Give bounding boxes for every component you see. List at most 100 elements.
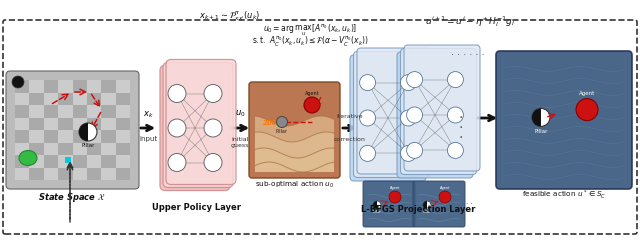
FancyBboxPatch shape (357, 48, 433, 174)
Bar (15, 118, 29, 130)
Text: feasible action $u^* \in S_C$: feasible action $u^* \in S_C$ (522, 189, 606, 201)
Bar (72, 92, 87, 105)
Bar (15, 155, 29, 168)
Bar (87, 80, 101, 92)
FancyBboxPatch shape (404, 45, 480, 171)
FancyBboxPatch shape (249, 82, 340, 178)
Bar (15, 143, 29, 155)
Text: Pillar: Pillar (372, 210, 381, 214)
Bar (15, 130, 29, 143)
Bar (87, 118, 101, 130)
Bar (29, 130, 44, 143)
Bar (29, 168, 44, 180)
Circle shape (168, 84, 186, 102)
FancyBboxPatch shape (163, 62, 233, 187)
Circle shape (304, 97, 320, 113)
Bar (87, 155, 101, 168)
Bar (101, 155, 116, 168)
Bar (58, 105, 72, 118)
Circle shape (204, 154, 222, 172)
Text: · · · · · ·: · · · · · · (451, 50, 485, 60)
Text: ·: · (459, 111, 463, 125)
Circle shape (168, 119, 186, 137)
Circle shape (447, 107, 463, 123)
Bar (15, 80, 29, 92)
Text: ·: · (459, 121, 463, 135)
Bar (116, 80, 130, 92)
Circle shape (204, 119, 222, 137)
FancyBboxPatch shape (401, 48, 477, 174)
Circle shape (423, 201, 431, 209)
Ellipse shape (19, 150, 37, 166)
Bar (58, 143, 72, 155)
Bar (15, 105, 29, 118)
FancyBboxPatch shape (397, 52, 473, 178)
Circle shape (447, 142, 463, 158)
Text: Agent: Agent (305, 91, 319, 96)
Circle shape (401, 110, 417, 126)
Circle shape (276, 116, 287, 127)
Text: State Space $\mathcal{X}$: State Space $\mathcal{X}$ (38, 191, 106, 204)
FancyBboxPatch shape (413, 181, 465, 227)
Bar (72, 118, 87, 130)
Text: $\mathrm{s.t.}\ A^{\pi_0}_C(x_k, u_k) \leq \mathcal{F}(\alpha - V^{\pi_0}_C(x_k): $\mathrm{s.t.}\ A^{\pi_0}_C(x_k, u_k) \l… (252, 35, 369, 49)
Circle shape (360, 110, 376, 126)
Wedge shape (532, 108, 541, 126)
Text: Upper Policy Layer: Upper Policy Layer (152, 204, 241, 212)
Bar (44, 168, 58, 180)
Text: Pillar: Pillar (81, 143, 95, 148)
Bar (116, 143, 130, 155)
Bar (87, 143, 101, 155)
Bar (72, 155, 87, 168)
Bar (15, 168, 29, 180)
Circle shape (406, 72, 422, 88)
Bar (101, 118, 116, 130)
Bar (44, 130, 58, 143)
Text: 200: 200 (262, 120, 277, 126)
Circle shape (360, 75, 376, 90)
Bar (116, 105, 130, 118)
Bar (116, 130, 130, 143)
Bar (116, 168, 130, 180)
Bar (29, 80, 44, 92)
Circle shape (401, 145, 417, 162)
Text: Pillar: Pillar (422, 210, 431, 214)
Bar (101, 92, 116, 105)
Bar (44, 80, 58, 92)
Text: iterative: iterative (337, 114, 364, 119)
Bar (29, 155, 44, 168)
Circle shape (401, 75, 417, 90)
Circle shape (447, 72, 463, 88)
Bar (87, 130, 101, 143)
Bar (15, 92, 29, 105)
Bar (101, 105, 116, 118)
FancyBboxPatch shape (363, 181, 415, 227)
Wedge shape (79, 123, 88, 141)
Bar (65, 157, 71, 163)
Bar (116, 155, 130, 168)
Bar (101, 130, 116, 143)
Text: · · · · · ·: · · · · · · (447, 201, 472, 207)
Bar (29, 92, 44, 105)
Wedge shape (423, 201, 427, 209)
Bar (58, 80, 72, 92)
Bar (44, 105, 58, 118)
Circle shape (532, 108, 550, 126)
Text: Agent: Agent (440, 186, 451, 190)
Circle shape (576, 99, 598, 121)
Text: $u_0$: $u_0$ (235, 108, 245, 119)
Bar (29, 143, 44, 155)
Text: Agent: Agent (579, 91, 595, 96)
Bar (72, 168, 87, 180)
Circle shape (439, 191, 451, 203)
Bar (87, 168, 101, 180)
Bar (44, 155, 58, 168)
FancyBboxPatch shape (353, 52, 429, 178)
Circle shape (79, 123, 97, 141)
Wedge shape (373, 201, 377, 209)
Bar (72, 105, 87, 118)
Circle shape (360, 145, 376, 162)
Bar (72, 130, 87, 143)
Bar (29, 105, 44, 118)
Bar (58, 92, 72, 105)
